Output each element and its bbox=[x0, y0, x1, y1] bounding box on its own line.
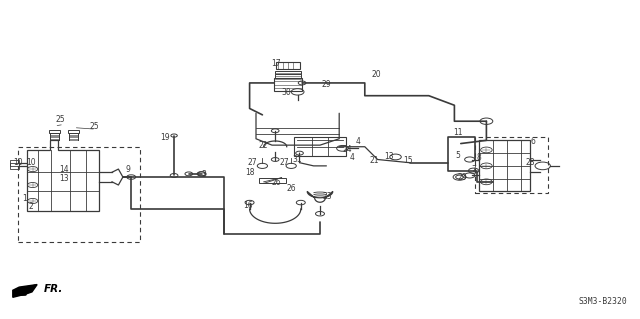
Text: 31: 31 bbox=[292, 155, 302, 164]
Text: 17: 17 bbox=[271, 59, 282, 68]
Text: 6: 6 bbox=[530, 137, 535, 146]
Text: 10: 10 bbox=[13, 158, 23, 167]
FancyBboxPatch shape bbox=[275, 78, 301, 81]
Text: 25: 25 bbox=[56, 115, 66, 124]
FancyBboxPatch shape bbox=[276, 62, 300, 69]
FancyBboxPatch shape bbox=[275, 74, 301, 78]
Text: FR.: FR. bbox=[44, 284, 63, 294]
Text: 7: 7 bbox=[471, 165, 476, 174]
FancyBboxPatch shape bbox=[259, 178, 286, 183]
FancyBboxPatch shape bbox=[274, 78, 302, 91]
FancyBboxPatch shape bbox=[275, 71, 301, 74]
Text: 14: 14 bbox=[59, 165, 69, 174]
Text: 21: 21 bbox=[370, 156, 379, 165]
Text: 3: 3 bbox=[201, 170, 206, 179]
Text: 30: 30 bbox=[282, 88, 292, 97]
Text: 27: 27 bbox=[280, 158, 290, 167]
Text: 28: 28 bbox=[525, 158, 534, 167]
Text: 8: 8 bbox=[476, 153, 481, 162]
Text: 13: 13 bbox=[384, 152, 394, 161]
Text: 29: 29 bbox=[321, 80, 332, 89]
Text: 4: 4 bbox=[349, 153, 355, 162]
Text: 25: 25 bbox=[90, 122, 100, 130]
Text: 19: 19 bbox=[160, 133, 170, 142]
Text: 27: 27 bbox=[248, 158, 258, 167]
Text: 18: 18 bbox=[245, 168, 254, 177]
Text: 9: 9 bbox=[125, 165, 131, 174]
FancyBboxPatch shape bbox=[479, 140, 530, 191]
Text: S3M3-B2320: S3M3-B2320 bbox=[579, 297, 627, 306]
Text: 16: 16 bbox=[243, 201, 253, 210]
Text: 20: 20 bbox=[371, 70, 381, 79]
Text: 22: 22 bbox=[259, 141, 268, 150]
Text: 10: 10 bbox=[26, 158, 36, 167]
Bar bbox=[10, 160, 19, 166]
Text: 24: 24 bbox=[342, 145, 352, 154]
Text: 15: 15 bbox=[403, 156, 413, 165]
Text: 5: 5 bbox=[455, 151, 460, 160]
Text: 23: 23 bbox=[323, 192, 333, 201]
Bar bbox=[294, 137, 346, 156]
Text: 11: 11 bbox=[453, 128, 462, 137]
Text: 4: 4 bbox=[356, 137, 361, 146]
Polygon shape bbox=[13, 285, 37, 297]
Bar bbox=[10, 163, 19, 169]
Text: 2: 2 bbox=[28, 202, 33, 211]
Text: 26: 26 bbox=[286, 184, 296, 193]
Text: 26: 26 bbox=[271, 178, 282, 187]
Text: 29: 29 bbox=[457, 173, 467, 182]
Text: 13: 13 bbox=[59, 174, 69, 183]
FancyBboxPatch shape bbox=[49, 130, 60, 133]
Text: 1: 1 bbox=[22, 194, 27, 203]
FancyBboxPatch shape bbox=[68, 130, 79, 133]
